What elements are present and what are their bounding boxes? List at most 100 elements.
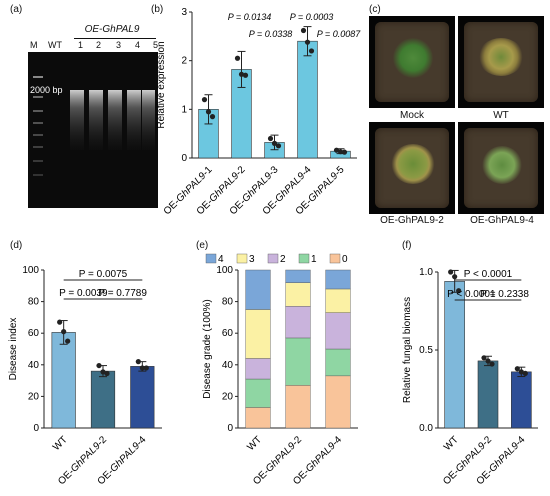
photo-oe-4 [458, 122, 544, 214]
gel-lane-labels: M WT 1 2 3 4 5 [26, 40, 160, 52]
bar [130, 366, 155, 429]
data-point [209, 114, 216, 120]
lane-label: 1 [78, 40, 84, 50]
bar [297, 40, 318, 159]
data-point [337, 149, 344, 155]
data-point [452, 274, 458, 280]
stack-segment [285, 306, 311, 339]
bar [477, 360, 499, 429]
photo-wt [458, 16, 544, 108]
y-tick-label: 40 [28, 360, 40, 371]
stack-segment [325, 348, 351, 377]
stack-segment [325, 312, 351, 350]
bar [90, 370, 116, 429]
photo-caption: WT [493, 110, 509, 121]
stack-segment [285, 282, 311, 307]
y-tick-label: 1 [181, 104, 187, 115]
stack-segment [245, 407, 271, 429]
data-point [304, 39, 311, 45]
x-tick-label: WT [442, 434, 461, 453]
photo-caption: OE-GhPAL9-4 [470, 215, 534, 226]
marker-label: 2000 bp [30, 85, 63, 95]
photo-caption: Mock [400, 110, 424, 121]
y-tick-label: 60 [222, 328, 234, 339]
photo-caption: OE-GhPAL9-2 [380, 215, 444, 226]
lane-label: 4 [135, 40, 141, 50]
data-point [514, 366, 520, 372]
data-point [104, 370, 110, 377]
legend-label: 2 [280, 254, 286, 265]
legend-swatch [205, 253, 217, 264]
data-point [271, 140, 278, 146]
legend-label: 4 [218, 254, 224, 265]
y-tick-label: 3 [181, 7, 187, 18]
stack-segment [285, 385, 311, 429]
legend-swatch [267, 253, 279, 264]
lane-label: 2 [96, 40, 102, 50]
p-value: P = 0.7789 [98, 288, 147, 299]
y-tick-label: 40 [222, 360, 234, 371]
stack-segment [325, 375, 351, 429]
data-point [456, 288, 462, 294]
p-value: P < 0.0001 [447, 289, 496, 300]
data-point [57, 319, 63, 325]
y-tick-label: 1.0 [419, 267, 433, 278]
y-tick-label: 0 [181, 153, 187, 164]
data-point [205, 109, 212, 115]
data-point [201, 97, 208, 103]
p-value: P = 0.0338 [249, 29, 292, 39]
legend-swatch [329, 253, 341, 264]
panel-e-label: (e) [196, 240, 209, 251]
y-tick-label: 0.0 [419, 423, 433, 434]
lane-label: WT [48, 40, 62, 50]
y-tick-label: 100 [22, 265, 39, 276]
y-tick-label: 20 [28, 391, 40, 402]
sample-lanes [70, 90, 155, 150]
gel-image: 2000 bp [28, 52, 158, 208]
stack-segment [325, 269, 351, 290]
stack-segment [245, 269, 271, 310]
stack-segment [285, 337, 311, 386]
data-point [485, 358, 491, 364]
y-tick-label: 20 [222, 391, 234, 402]
data-point [518, 369, 524, 375]
legend-label: 0 [342, 254, 348, 265]
gel-header-line [74, 38, 156, 39]
stack-segment [245, 358, 271, 380]
data-point [242, 72, 249, 78]
bar [444, 281, 465, 429]
y-tick-label: 80 [28, 297, 40, 308]
legend-swatch [236, 253, 248, 264]
data-point [275, 143, 282, 149]
y-axis-label: Relative fungal biomass [402, 297, 413, 403]
stack-segment [285, 269, 311, 283]
y-tick-label: 2 [181, 56, 187, 67]
p-value: P = 0.2338 [480, 289, 529, 300]
y-tick-label: 80 [222, 297, 234, 308]
data-point [300, 27, 307, 34]
panel-f-label: (f) [402, 240, 412, 251]
p-value: P = 0.0039 [59, 288, 108, 299]
data-point [448, 269, 454, 275]
x-tick-label: WT [245, 434, 264, 453]
gel-header: OE-GhPAL9 [84, 24, 140, 35]
y-tick-label: 0.5 [419, 345, 433, 356]
p-value: P = 0.0134 [228, 12, 271, 22]
data-point [267, 135, 274, 142]
data-point [522, 370, 528, 376]
y-tick-label: 0 [33, 423, 39, 434]
y-tick-label: 100 [216, 265, 233, 276]
data-point [238, 71, 245, 77]
y-axis-label: Disease index [8, 318, 19, 381]
data-point [143, 365, 149, 371]
plant-photos: Mock WT OE-GhPAL9-2 OE-GhPAL9-4 [368, 16, 546, 230]
p-value: P = 0.0075 [79, 269, 128, 280]
data-point [135, 359, 141, 365]
data-point [139, 365, 145, 371]
data-point [65, 338, 71, 344]
legend-label: 3 [249, 254, 255, 265]
data-point [481, 355, 487, 361]
